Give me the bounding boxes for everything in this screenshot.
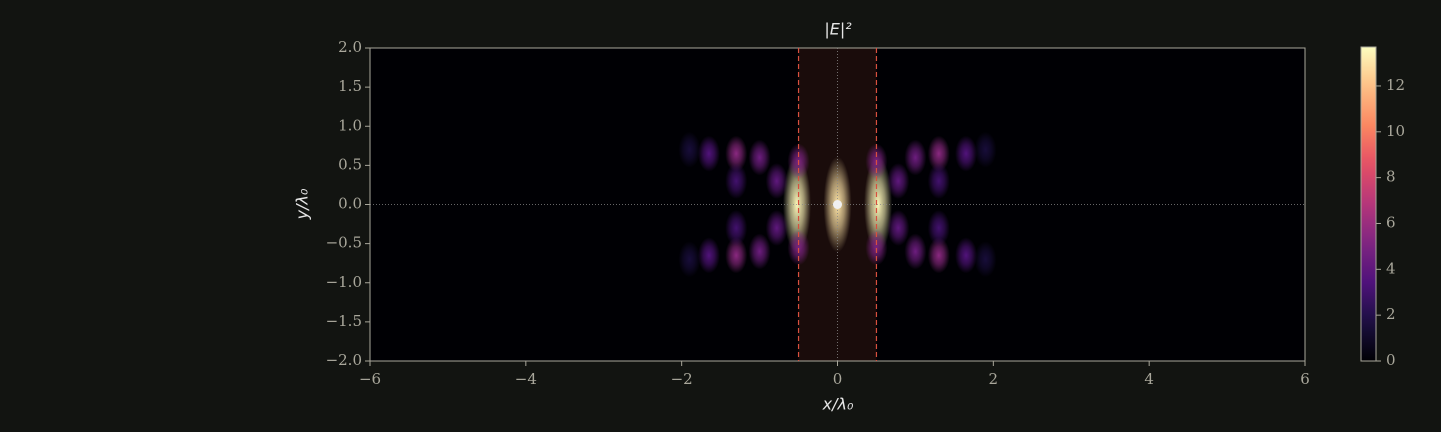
y-axis-label: y/λ₀ bbox=[293, 188, 312, 220]
heat-spot bbox=[725, 209, 748, 246]
y-tick-label: −1.0 bbox=[326, 273, 362, 291]
heat-spot bbox=[725, 163, 748, 200]
colorbar-tick-label: 12 bbox=[1386, 76, 1405, 94]
x-tick-label: −4 bbox=[515, 370, 537, 388]
y-tick-label: 1.5 bbox=[338, 77, 362, 95]
heat-spot bbox=[955, 135, 978, 172]
y-tick-label: −0.5 bbox=[326, 234, 362, 252]
x-tick-label: 4 bbox=[1144, 370, 1154, 388]
heat-spot bbox=[725, 135, 748, 172]
colorbar-tick-label: 6 bbox=[1386, 213, 1396, 231]
heat-spot bbox=[748, 139, 771, 176]
heat-spot bbox=[765, 209, 788, 246]
heat-spot bbox=[927, 135, 950, 172]
x-tick-label: 2 bbox=[989, 370, 999, 388]
colorbar bbox=[1360, 46, 1377, 362]
x-tick-label: −6 bbox=[359, 370, 381, 388]
heat-spot bbox=[927, 237, 950, 274]
y-tick-label: 0.5 bbox=[338, 155, 362, 173]
heat-spot bbox=[748, 233, 771, 270]
y-tick-label: 0.0 bbox=[338, 195, 362, 213]
heat-spot bbox=[765, 163, 788, 200]
heat-spot bbox=[927, 209, 950, 246]
heat-spot bbox=[678, 241, 701, 278]
y-tick-label: −2.0 bbox=[326, 351, 362, 369]
colorbar-tick-label: 2 bbox=[1386, 305, 1396, 323]
heat-spot bbox=[678, 131, 701, 168]
heat-spot bbox=[887, 209, 910, 246]
heat-spot bbox=[927, 163, 950, 200]
heat-spot bbox=[697, 237, 720, 274]
colorbar-tick-label: 0 bbox=[1386, 351, 1396, 369]
y-tick-label: 2.0 bbox=[338, 38, 362, 56]
heat-spot bbox=[697, 135, 720, 172]
heat-spot bbox=[865, 229, 888, 266]
colorbar-tick-label: 8 bbox=[1386, 168, 1396, 186]
heat-spot bbox=[974, 241, 997, 278]
chart-title: |E|² bbox=[824, 20, 852, 39]
colorbar-tick-label: 10 bbox=[1386, 122, 1405, 140]
y-tick-label: −1.5 bbox=[326, 312, 362, 330]
heat-spot bbox=[725, 237, 748, 274]
x-tick-label: −2 bbox=[671, 370, 693, 388]
heat-spot bbox=[904, 139, 927, 176]
heat-spot bbox=[864, 156, 893, 253]
heat-spot bbox=[887, 163, 910, 200]
heat-spot bbox=[904, 233, 927, 270]
x-axis-label: x/λ₀ bbox=[822, 395, 854, 414]
x-tick-label: 0 bbox=[833, 370, 843, 388]
x-tick-label: 6 bbox=[1300, 370, 1310, 388]
source bbox=[833, 200, 842, 209]
y-tick-label: 1.0 bbox=[338, 116, 362, 134]
colorbar-tick-label: 4 bbox=[1386, 259, 1396, 277]
heat-spot bbox=[955, 237, 978, 274]
heat-spot bbox=[974, 131, 997, 168]
heat-spot bbox=[787, 229, 810, 266]
